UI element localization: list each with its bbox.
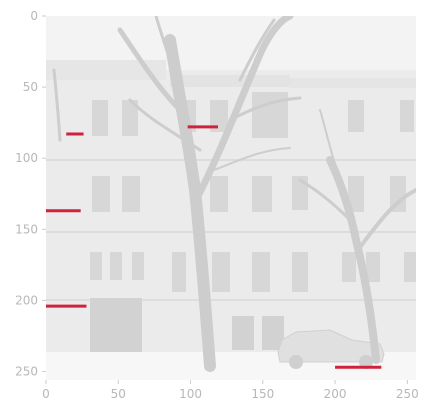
x-tick-label: 100 [179,387,202,401]
x-tick-label: 250 [396,387,419,401]
parked-car [277,329,385,369]
x-axis: 0 50 100 150 200 250 [42,380,419,401]
y-tick-label: 100 [15,151,38,165]
photo-image [46,16,416,380]
x-tick-label: 200 [324,387,347,401]
y-axis: 0 50 100 150 200 250 [15,9,46,378]
bare-trees [52,16,416,372]
y-tick-label: 250 [15,364,38,378]
x-tick-label: 150 [251,387,274,401]
annotation-segments [46,125,382,369]
y-tick-label: 150 [15,222,38,236]
doors [90,298,284,354]
y-tick-label: 50 [23,80,38,94]
x-tick-label: 50 [111,387,126,401]
x-tick-label: 0 [42,387,50,401]
y-tick-label: 200 [15,293,38,307]
y-tick-label: 0 [30,9,38,23]
